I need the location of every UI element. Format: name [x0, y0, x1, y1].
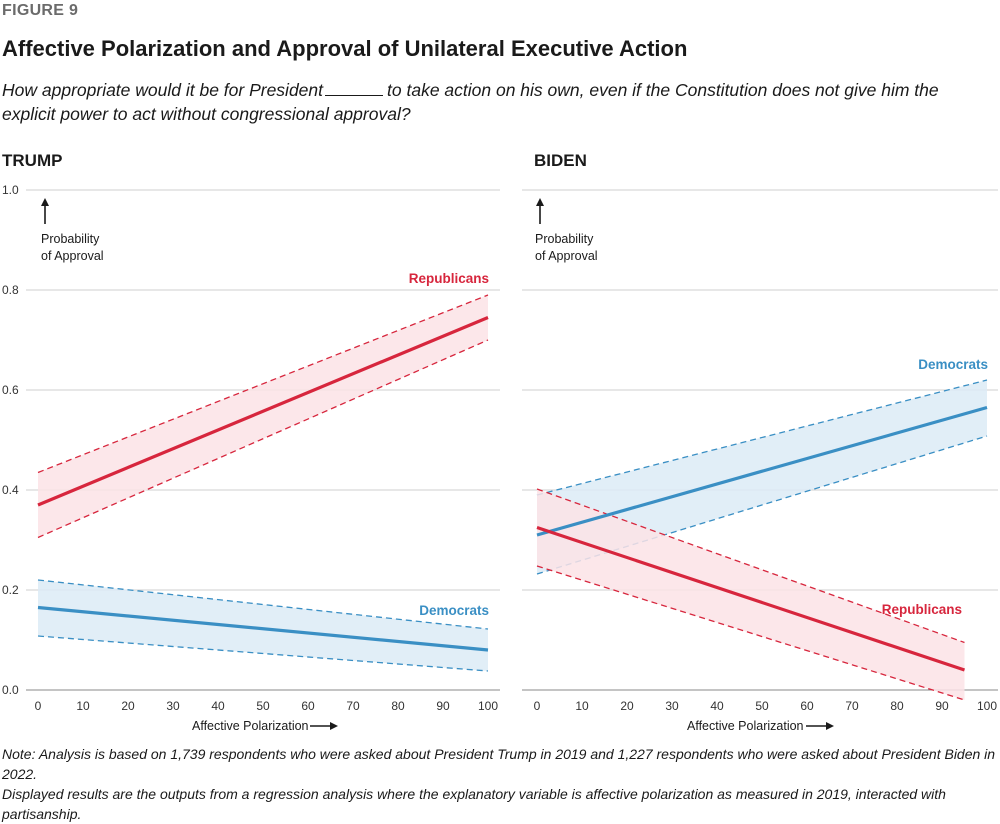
x-tick-label: 0 [35, 699, 42, 713]
x-tick-label: 20 [620, 699, 634, 713]
y-tick-label: 0.6 [2, 383, 19, 397]
series-label-republicans-trump: Republicans [409, 271, 489, 286]
x-tick-label: 80 [890, 699, 904, 713]
footnote: Note: Analysis is based on 1,739 respond… [2, 744, 998, 824]
x-tick-label: 50 [755, 699, 769, 713]
lower-bound-democrats-trump [37, 635, 489, 672]
upper-bound-democrats-biden [536, 379, 988, 496]
x-tick-label: 90 [935, 699, 949, 713]
x-tick-label: 70 [845, 699, 859, 713]
series-label-democrats-trump: Democrats [419, 603, 489, 618]
chart-svg: TRUMP 0.0 0.2 0.4 0.6 0.8 1.0 0 10 20 30 40 50 60 70 80… [2, 151, 998, 733]
series-line-republicans-biden [536, 525, 966, 672]
y-tick-label: 0.4 [2, 483, 19, 497]
subtitle-blank [325, 81, 384, 96]
x-tick-label: 80 [391, 699, 405, 713]
panel-title-trump: TRUMP [2, 151, 62, 170]
x-tick-label: 60 [301, 699, 315, 713]
x-tick-label: 100 [977, 699, 997, 713]
x-axis-arrow-head [330, 722, 338, 730]
y-tick-label: 0.0 [2, 683, 19, 697]
figure-label: FIGURE 9 [2, 2, 79, 19]
subtitle-part1: How appropriate would it be for Presiden… [2, 80, 324, 100]
confidence-band-democrats-trump [38, 580, 488, 671]
y-axis-label-line2: of Approval [535, 249, 598, 263]
x-axis-label-biden: Affective Polarization [687, 719, 804, 733]
x-tick-label: 20 [121, 699, 135, 713]
upper-bound-democrats-trump [37, 579, 489, 630]
x-tick-label: 100 [478, 699, 498, 713]
footnote-line-1: Note: Analysis is based on 1,739 respond… [2, 746, 996, 782]
x-tick-label: 90 [436, 699, 450, 713]
x-tick-label: 0 [534, 699, 541, 713]
x-tick-label: 70 [346, 699, 360, 713]
x-axis-arrow-head [826, 722, 834, 730]
y-axis-label-line2: of Approval [41, 249, 104, 263]
y-axis-arrow-head [41, 198, 49, 206]
x-tick-label: 60 [800, 699, 814, 713]
x-tick-label: 30 [665, 699, 679, 713]
confidence-band-republicans-trump [38, 295, 488, 538]
y-tick-label: 0.8 [2, 283, 19, 297]
series-label-democrats-biden: Democrats [918, 357, 988, 372]
y-axis-arrow-head [536, 198, 544, 206]
y-tick-label: 0.2 [2, 583, 19, 597]
series-line-democrats-biden [536, 405, 988, 537]
x-tick-label: 40 [211, 699, 225, 713]
y-axis-label-line1: Probability [41, 232, 100, 246]
x-tick-label: 10 [575, 699, 589, 713]
x-axis-label-trump: Affective Polarization [192, 719, 309, 733]
lower-bound-democrats-biden [536, 435, 988, 575]
chart-subtitle: How appropriate would it be for Presiden… [2, 78, 962, 126]
series-label-republicans-biden: Republicans [882, 602, 962, 617]
x-tick-label: 40 [710, 699, 724, 713]
chart-title: Affective Polarization and Approval of U… [2, 36, 688, 61]
footnote-line-2: Displayed results are the outputs from a… [2, 786, 946, 822]
confidence-band-democrats-biden [537, 380, 987, 574]
series-line-republicans-trump [37, 316, 489, 507]
lower-bound-republicans-trump [37, 339, 489, 539]
y-tick-label: 1.0 [2, 183, 19, 197]
y-axis-label-line1: Probability [535, 232, 594, 246]
confidence-band-republicans-biden [537, 489, 965, 700]
upper-bound-republicans-trump [37, 294, 489, 474]
x-tick-label: 10 [76, 699, 90, 713]
series-line-democrats-trump [37, 605, 489, 652]
lower-bound-republicans-biden [536, 565, 965, 701]
x-tick-label: 30 [166, 699, 180, 713]
panel-title-biden: BIDEN [534, 151, 587, 170]
subtitle-part2: to take action on his own, even if the C… [2, 80, 939, 124]
x-tick-label: 50 [256, 699, 270, 713]
